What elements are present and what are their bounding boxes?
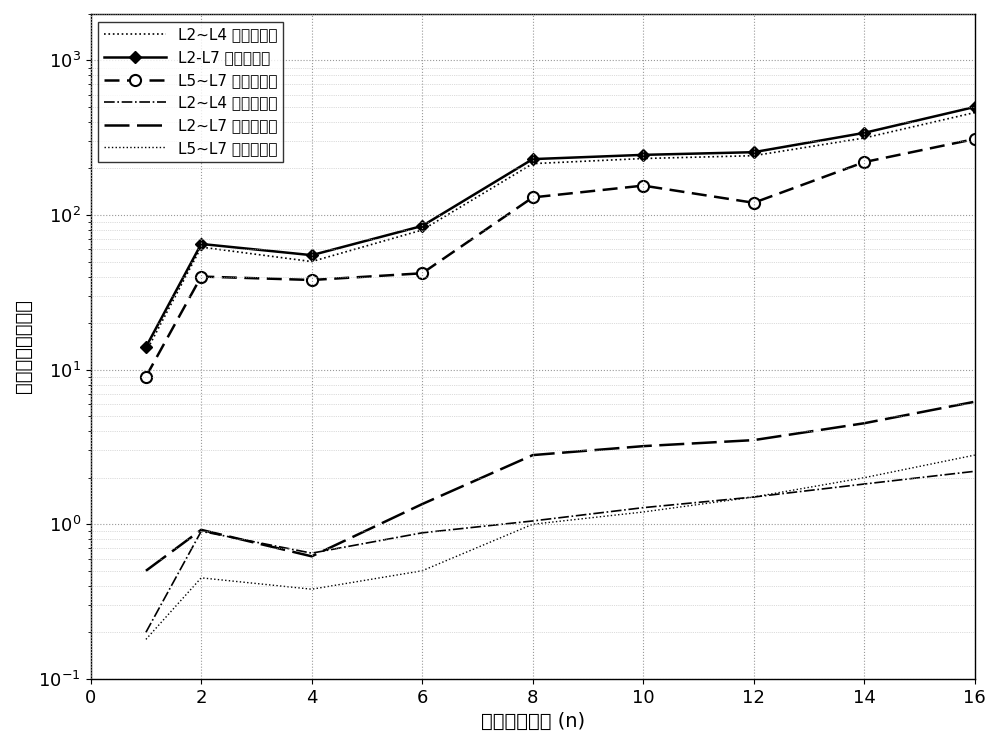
L2~L4 的处理时间 [306, 257, 318, 266]
L5~L7 的处理时间 [416, 269, 428, 278]
L2~L7 的匹配时间 [748, 436, 760, 445]
L2~L4 的匹配时间 [416, 528, 428, 537]
L5~L7 的处理时间 [858, 158, 870, 167]
L5~L7 的匹配时间 [969, 451, 981, 460]
L5~L7 的匹配时间 [527, 520, 539, 529]
L5~L7 的处理时间 [306, 276, 318, 285]
L2-L7 的处理时间 [306, 251, 318, 260]
L5~L7 的处理时间 [140, 372, 152, 381]
Line: L2-L7 的处理时间: L2-L7 的处理时间 [142, 103, 979, 351]
L2~L4 的匹配时间 [306, 548, 318, 557]
Line: L2~L7 的匹配时间: L2~L7 的匹配时间 [146, 402, 975, 571]
L2~L4 的处理时间 [637, 154, 649, 163]
L2~L4 的处理时间 [527, 159, 539, 168]
L2~L7 的匹配时间 [969, 397, 981, 406]
L5~L7 的匹配时间 [195, 574, 207, 583]
Line: L2~L4 的处理时间: L2~L4 的处理时间 [146, 112, 975, 352]
L2~L7 的匹配时间 [637, 442, 649, 451]
L2~L4 的匹配时间 [527, 516, 539, 525]
L2~L4 的匹配时间 [969, 467, 981, 476]
L2-L7 的处理时间 [637, 150, 649, 159]
X-axis label: 网络节点个数 (n): 网络节点个数 (n) [481, 712, 585, 731]
L2-L7 的处理时间 [748, 148, 760, 156]
L5~L7 的匹配时间 [140, 635, 152, 644]
L5~L7 的匹配时间 [306, 585, 318, 594]
L5~L7 的处理时间 [637, 181, 649, 190]
L2~L7 的匹配时间 [140, 566, 152, 575]
L2-L7 的处理时间 [416, 221, 428, 230]
L2~L4 的匹配时间 [748, 492, 760, 501]
L5~L7 的匹配时间 [416, 566, 428, 575]
L2~L4 的处理时间 [969, 108, 981, 117]
L2~L4 的处理时间 [858, 133, 870, 142]
L5~L7 的匹配时间 [637, 507, 649, 516]
L2~L7 的匹配时间 [858, 419, 870, 428]
L2~L4 的匹配时间 [195, 527, 207, 536]
L2-L7 的处理时间 [527, 155, 539, 164]
Y-axis label: 时间延迟（毫秒）: 时间延迟（毫秒） [14, 299, 33, 393]
L2~L7 的匹配时间 [416, 500, 428, 509]
L2~L4 的处理时间 [748, 151, 760, 160]
L2-L7 的处理时间 [858, 128, 870, 137]
L2~L7 的匹配时间 [527, 451, 539, 460]
L5~L7 的匹配时间 [858, 473, 870, 482]
Line: L2~L4 的匹配时间: L2~L4 的匹配时间 [146, 472, 975, 633]
L2-L7 的处理时间 [195, 239, 207, 248]
L2~L4 的处理时间 [195, 243, 207, 252]
L2~L4 的匹配时间 [858, 480, 870, 489]
Line: L5~L7 的处理时间: L5~L7 的处理时间 [140, 133, 980, 382]
L2~L7 的匹配时间 [195, 525, 207, 534]
Line: L5~L7 的匹配时间: L5~L7 的匹配时间 [146, 455, 975, 639]
L5~L7 的处理时间 [969, 135, 981, 144]
L5~L7 的处理时间 [527, 193, 539, 202]
L2-L7 的处理时间 [140, 343, 152, 352]
L5~L7 的处理时间 [748, 198, 760, 207]
L2-L7 的处理时间 [969, 103, 981, 112]
L2~L4 的匹配时间 [637, 503, 649, 512]
L2~L4 的匹配时间 [140, 628, 152, 637]
L5~L7 的处理时间 [195, 272, 207, 281]
L2~L4 的处理时间 [140, 348, 152, 357]
L2~L4 的处理时间 [416, 226, 428, 235]
Legend: L2~L4 的处理时间, L2-L7 的处理时间, L5~L7 的处理时间, L2~L4 的匹配时间, L2~L7 的匹配时间, L5~L7 的匹配时间: L2~L4 的处理时间, L2-L7 的处理时间, L5~L7 的处理时间, L… [98, 22, 283, 162]
L5~L7 的匹配时间 [748, 492, 760, 501]
L2~L7 的匹配时间 [306, 552, 318, 561]
